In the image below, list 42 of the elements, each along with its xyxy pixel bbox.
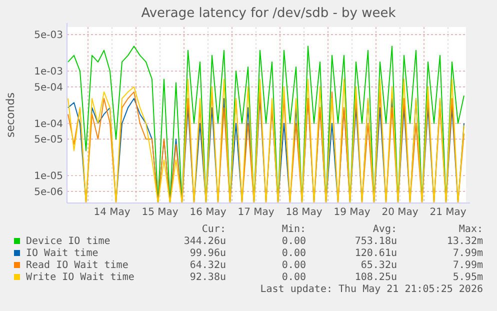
legend-label: Read IO Wait time [26,260,128,271]
x-tick-label: 20 May [382,207,418,218]
x-tick-label: 19 May [334,207,370,218]
legend-label: IO Wait time [26,248,98,259]
y-tick-label: 5e-05 [34,134,63,146]
x-tick-label: 15 May [142,207,178,218]
text: 65.32u [360,260,397,271]
text: 344.26u [184,236,226,247]
text: Min: [282,224,306,235]
chart-title: Average latency for /dev/sdb - by week [141,6,396,21]
text: 0.00 [282,236,306,247]
text: Last update: Thu May 21 21:05:25 2026 [260,284,483,295]
y-tick-label: 1e-05 [34,171,63,182]
text: 99.96u [190,248,226,259]
x-tick-label: 16 May [190,207,226,218]
text: 753.18u [354,236,397,247]
text: 120.61u [354,248,397,259]
x-tick-label: 21 May [430,207,466,218]
legend-label: Device IO time [26,236,110,247]
y-tick-label: 1e-03 [34,66,63,78]
text: Avg: [372,224,397,235]
text: Max: [458,224,483,235]
y-tick-label: 5e-03 [34,30,63,42]
text: 64.32u [190,260,226,271]
text: 0.00 [282,248,306,259]
text: 5.95m [452,272,483,283]
y-tick-label: 5e-04 [34,82,63,94]
x-tick-label: 14 May [94,207,130,218]
x-tick-label: 18 May [286,207,322,218]
text: 13.32m [446,236,483,247]
text: 108.25u [354,272,397,283]
text: 0.00 [282,260,306,271]
text: 7.99m [452,260,483,271]
text: 0.00 [282,272,306,283]
x-tick-label: 17 May [238,207,274,218]
text: 7.99m [452,248,483,259]
text: Cur: [202,224,226,235]
legend-label: Write IO Wait time [26,272,134,283]
text: 92.38u [190,272,226,283]
y-tick-label: 1e-04 [34,118,63,130]
y-axis-title: seconds [4,92,17,138]
y-tick-label: 5e-06 [34,186,63,198]
